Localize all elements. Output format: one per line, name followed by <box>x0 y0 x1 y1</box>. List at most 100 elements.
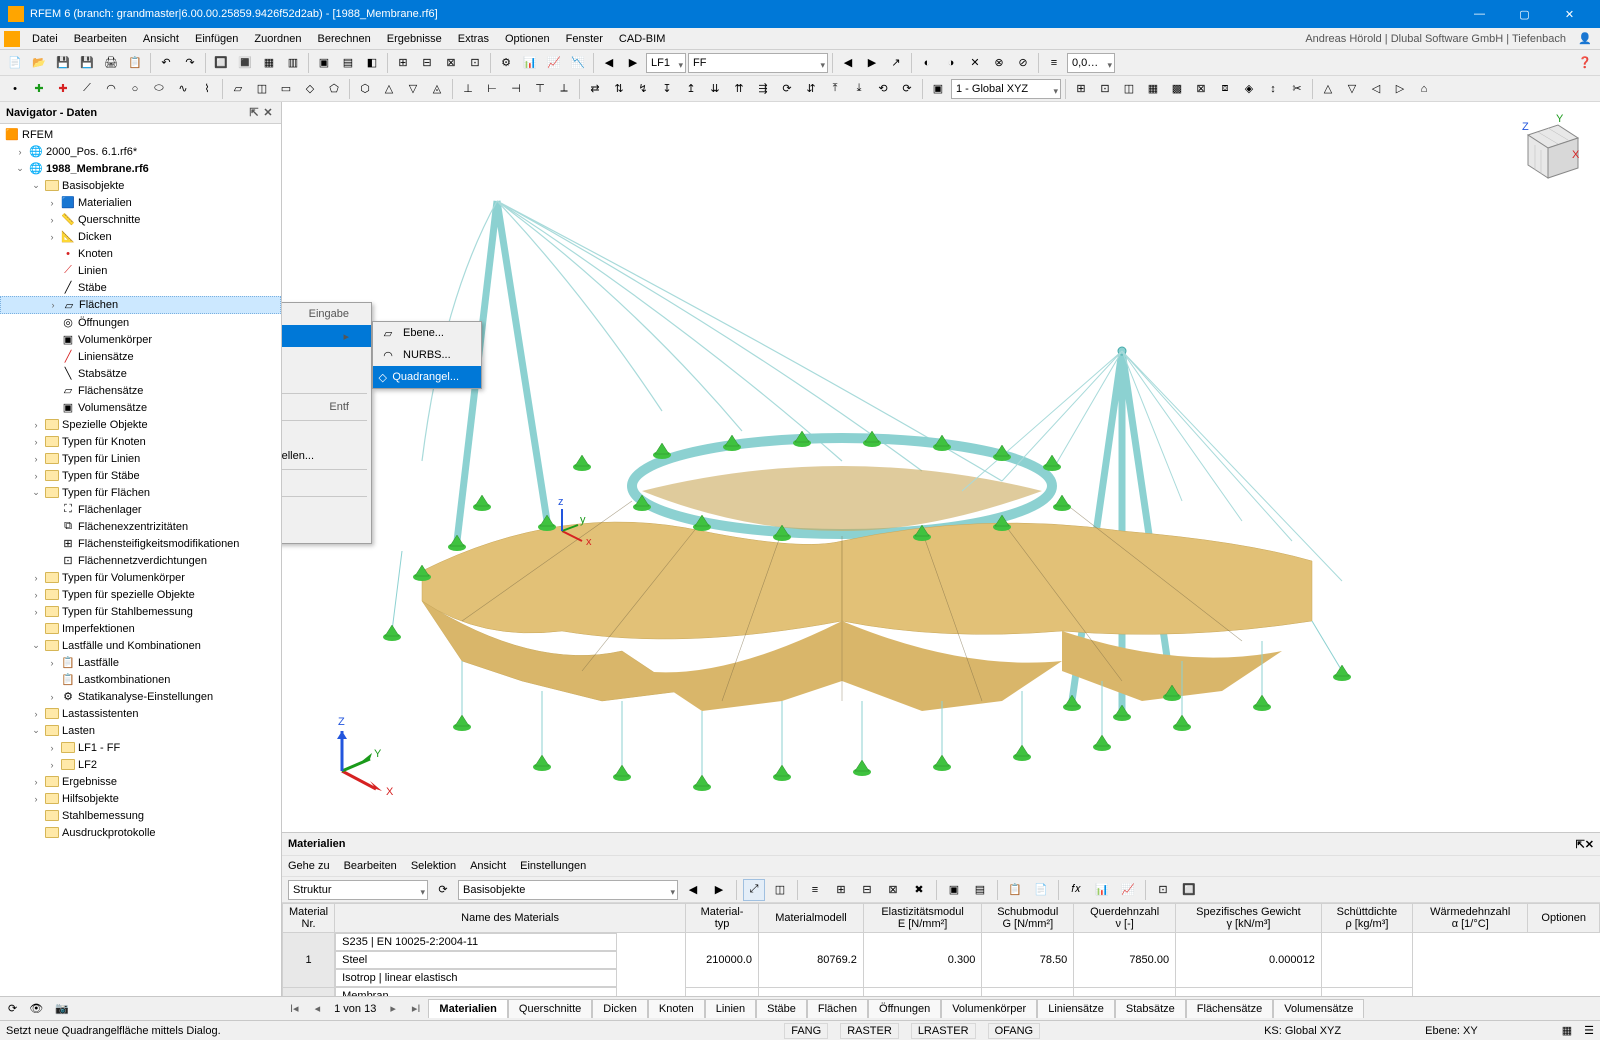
sub-ansicht[interactable]: Ansicht <box>470 860 506 872</box>
ctl-h[interactable]: ✖ <box>908 879 930 901</box>
tab-nav-next[interactable]: ▸ <box>382 1002 404 1015</box>
ctl-n[interactable]: 📊 <box>1091 879 1113 901</box>
ctx-reduz[interactable]: Alle reduzieren <box>282 521 371 543</box>
tree-knoten[interactable]: Knoten <box>78 248 113 260</box>
tb-help[interactable]: ❓ <box>1574 52 1596 74</box>
tree-dicken[interactable]: Dicken <box>78 231 112 243</box>
tb-o[interactable]: ◀ <box>598 52 620 74</box>
pin-icon-2[interactable]: ⇱ <box>1576 838 1585 851</box>
tb2-b[interactable]: ✚ <box>28 78 50 100</box>
tree-file1[interactable]: 2000_Pos. 6.1.rf6* <box>46 146 137 158</box>
tb2-aw[interactable]: △ <box>1317 78 1339 100</box>
table-tab-querschnitte[interactable]: Querschnitte <box>508 999 592 1018</box>
tb-report[interactable]: 📋 <box>124 52 146 74</box>
tb2-al[interactable]: ▣ <box>927 78 949 100</box>
ctx-standard[interactable]: Auf Standard erweitern <box>282 499 371 521</box>
table-tab-volumenkörper[interactable]: Volumenkörper <box>941 999 1037 1018</box>
tree-lf[interactable]: Lastfälle <box>78 657 119 669</box>
tb-save[interactable]: 💾 <box>52 52 74 74</box>
tree-tsb[interactable]: Typen für Stahlbemessung <box>62 606 193 618</box>
combo-small[interactable]: 0,0… <box>1067 53 1115 73</box>
tb2-s[interactable]: ⊥ <box>457 78 479 100</box>
table-tab-dicken[interactable]: Dicken <box>592 999 648 1018</box>
tree-tsp[interactable]: Typen für spezielle Objekte <box>62 589 195 601</box>
ctx-neue-flaeche[interactable]: ▱Neue Fläche▸ <box>282 325 371 347</box>
menu-berechnen[interactable]: Berechnen <box>310 31 379 47</box>
table-tab-flächensätze[interactable]: Flächensätze <box>1186 999 1273 1018</box>
tree-stabs[interactable]: Stabsätze <box>78 368 127 380</box>
tb-v[interactable]: ✕ <box>964 52 986 74</box>
user-icon[interactable]: 👤 <box>1574 28 1596 50</box>
tb2-ax[interactable]: ▽ <box>1341 78 1363 100</box>
table-tab-flächen[interactable]: Flächen <box>807 999 868 1018</box>
tb2-az[interactable]: ▷ <box>1389 78 1411 100</box>
tb2-an[interactable]: ⊡ <box>1094 78 1116 100</box>
tb-new[interactable]: 📄 <box>4 52 26 74</box>
combo-lf[interactable]: LF1 <box>646 53 686 73</box>
ctx2-ebene[interactable]: ▱Ebene... <box>373 322 481 344</box>
tb-x[interactable]: ⊘ <box>1012 52 1034 74</box>
combo-struktur[interactable]: Struktur <box>288 880 428 900</box>
table-tab-liniensätze[interactable]: Liniensätze <box>1037 999 1115 1018</box>
tb2-j[interactable]: ▱ <box>227 78 249 100</box>
menu-cadbim[interactable]: CAD-BIM <box>611 31 673 47</box>
app-menu-icon[interactable] <box>4 31 20 47</box>
ctl-m[interactable]: 𝑓𝑥 <box>1065 879 1087 901</box>
tree-file2[interactable]: 1988_Membrane.rf6 <box>46 163 149 175</box>
ctl-f[interactable]: ⊟ <box>856 879 878 901</box>
tree-erg[interactable]: Ergebnisse <box>62 776 117 788</box>
tb2-l[interactable]: ▭ <box>275 78 297 100</box>
tab-nav-prev[interactable]: ◂ <box>307 1002 329 1015</box>
tree-spez[interactable]: Spezielle Objekte <box>62 419 148 431</box>
tb-e[interactable]: ▣ <box>313 52 335 74</box>
menu-datei[interactable]: Datei <box>24 31 66 47</box>
tree-off[interactable]: Öffnungen <box>78 317 129 329</box>
tree-flag[interactable]: Flächenlager <box>78 504 142 516</box>
tb-t[interactable]: ◐ <box>916 52 938 74</box>
tab-nav-last[interactable]: ▸І <box>404 1002 429 1015</box>
sub-bearb[interactable]: Bearbeiten <box>344 860 397 872</box>
tree-basis[interactable]: Basisobjekte <box>62 180 124 192</box>
tb-p[interactable]: ▶ <box>622 52 644 74</box>
tb2-ag[interactable]: ⇵ <box>800 78 822 100</box>
tb2-e[interactable]: ◠ <box>100 78 122 100</box>
tb2-h[interactable]: ∿ <box>172 78 194 100</box>
tb2-aq[interactable]: ▩ <box>1166 78 1188 100</box>
snap-ofang[interactable]: OFANG <box>988 1023 1041 1039</box>
ctl-g[interactable]: ⊠ <box>882 879 904 901</box>
table-tab-knoten[interactable]: Knoten <box>648 999 705 1018</box>
ctl-k[interactable]: 📋 <box>1004 879 1026 901</box>
ctl-l[interactable]: 📄 <box>1030 879 1052 901</box>
tb-s[interactable]: ↗ <box>885 52 907 74</box>
tb-calc[interactable]: ⚙ <box>495 52 517 74</box>
tree-hilfs[interactable]: Hilfsobjekte <box>62 793 119 805</box>
tree-lf1[interactable]: LF1 - FF <box>78 742 120 754</box>
tree-ts[interactable]: Typen für Stäbe <box>62 470 140 482</box>
tb2-d[interactable]: ⟋ <box>76 78 98 100</box>
tree-tl[interactable]: Typen für Linien <box>62 453 140 465</box>
cam-icon[interactable]: 📷 <box>55 1002 69 1015</box>
tree-lk[interactable]: Lastfälle und Kombinationen <box>62 640 201 652</box>
tb2-a[interactable]: • <box>4 78 26 100</box>
tb-n[interactable]: 📉 <box>567 52 589 74</box>
table-tab-volumensätze[interactable]: Volumensätze <box>1273 999 1364 1018</box>
tree-ausdr[interactable]: Ausdruckprotokolle <box>62 827 156 839</box>
tb-i[interactable]: ⊟ <box>416 52 438 74</box>
tb2-am[interactable]: ⊞ <box>1070 78 1092 100</box>
table-tab-stäbe[interactable]: Stäbe <box>756 999 807 1018</box>
combo-cs[interactable]: 1 - Global XYZ <box>951 79 1061 99</box>
tb2-ay[interactable]: ◁ <box>1365 78 1387 100</box>
tree-stabe[interactable]: Stäbe <box>78 282 107 294</box>
ctl-o[interactable]: 📈 <box>1117 879 1139 901</box>
ctl-c[interactable]: ◫ <box>769 879 791 901</box>
table-tab-linien[interactable]: Linien <box>705 999 756 1018</box>
tb-h[interactable]: ⊞ <box>392 52 414 74</box>
tb2-m[interactable]: ◇ <box>299 78 321 100</box>
tb2-y[interactable]: ⇅ <box>608 78 630 100</box>
tree-tv[interactable]: Typen für Volumenkörper <box>62 572 185 584</box>
table-tab-materialien[interactable]: Materialien <box>428 999 507 1018</box>
tree-lass[interactable]: Lastassistenten <box>62 708 138 720</box>
close-panel-icon-2[interactable]: ✕ <box>1585 838 1594 851</box>
table-tab-stabsätze[interactable]: Stabsätze <box>1115 999 1186 1018</box>
tree-vols[interactable]: Volumensätze <box>78 402 147 414</box>
